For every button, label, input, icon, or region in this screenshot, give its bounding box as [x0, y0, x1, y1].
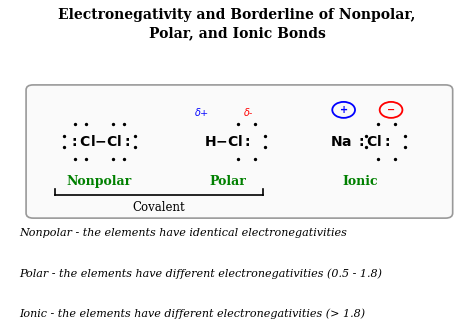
Text: $\delta$+: $\delta$+ [194, 106, 209, 118]
Text: Polar: Polar [209, 175, 246, 188]
Text: Covalent: Covalent [132, 201, 185, 214]
FancyBboxPatch shape [26, 85, 453, 218]
Text: $\mathbf{Na\ :Cl:}$: $\mathbf{Na\ :Cl:}$ [330, 134, 390, 149]
Text: Electronegativity and Borderline of Nonpolar,: Electronegativity and Borderline of Nonp… [58, 8, 416, 22]
Text: $\delta$-: $\delta$- [244, 106, 254, 118]
Text: Nonpolar: Nonpolar [67, 175, 132, 188]
Text: Ionic - the elements have different electronegativities (> 1.8): Ionic - the elements have different elec… [19, 308, 365, 319]
Text: −: − [387, 105, 395, 115]
Text: $\mathbf{H{-}Cl:}$: $\mathbf{H{-}Cl:}$ [204, 134, 251, 149]
Text: Ionic: Ionic [342, 175, 378, 188]
Text: Polar, and Ionic Bonds: Polar, and Ionic Bonds [148, 27, 326, 41]
Text: +: + [339, 105, 348, 115]
Text: Polar - the elements have different electronegativities (0.5 - 1.8): Polar - the elements have different elec… [19, 268, 382, 279]
Text: $\mathbf{:Cl{-}Cl:}$: $\mathbf{:Cl{-}Cl:}$ [69, 134, 130, 149]
Text: Nonpolar - the elements have identical electronegativities: Nonpolar - the elements have identical e… [19, 228, 347, 238]
